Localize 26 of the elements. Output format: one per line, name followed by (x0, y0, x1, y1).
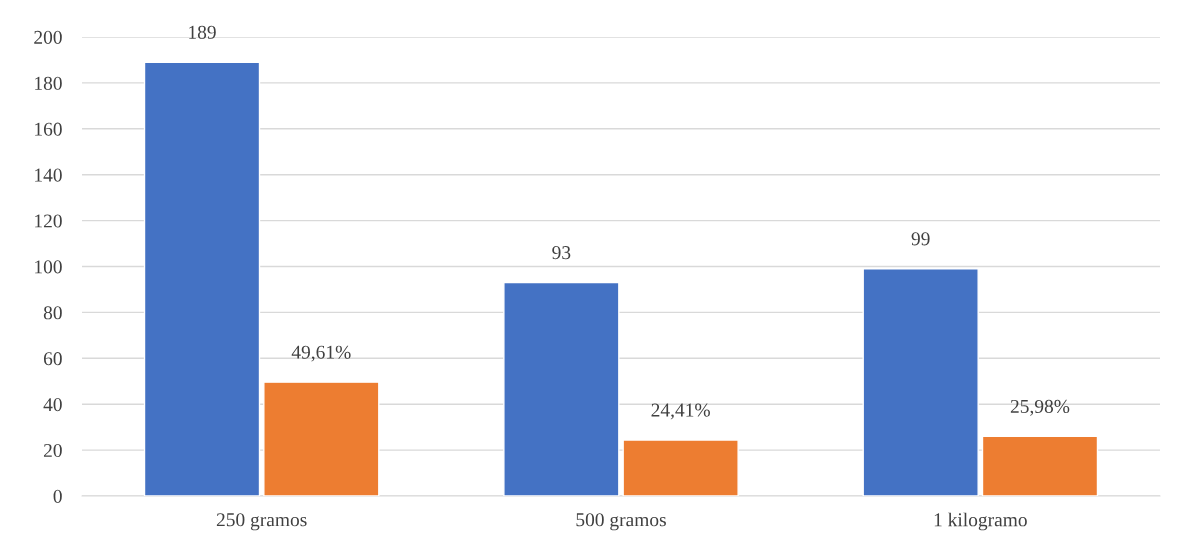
bar (503, 281, 620, 496)
x-tick-label: 500 gramos (576, 513, 666, 531)
bar (622, 439, 739, 496)
y-tick-label: 180 (35, 76, 62, 90)
y-tick-label: 100 (35, 260, 62, 274)
data-label: 49,61% (291, 345, 351, 362)
x-tick-label: 1 kilogramo (934, 512, 1027, 531)
y-tick-label: 80 (43, 306, 62, 320)
data-label: 99 (911, 232, 930, 246)
bar (862, 268, 979, 496)
y-tick-label: 120 (35, 214, 62, 228)
data-label: 25,98% (1010, 399, 1070, 416)
data-label: 24,41% (651, 403, 710, 420)
y-tick-label: 140 (35, 168, 62, 182)
bar (981, 435, 1099, 496)
bar (143, 61, 261, 496)
data-label: 93 (552, 246, 571, 260)
bar (263, 381, 380, 496)
data-label: 189 (189, 25, 216, 39)
y-tick-label: 0 (53, 489, 62, 503)
y-tick-label: 200 (34, 30, 62, 44)
y-tick-label: 20 (43, 443, 62, 458)
y-tick-label: 160 (35, 122, 62, 136)
y-tick-label: 60 (43, 352, 62, 366)
x-tick-label: 250 gramos (216, 513, 307, 531)
y-tick-label: 40 (43, 398, 62, 412)
